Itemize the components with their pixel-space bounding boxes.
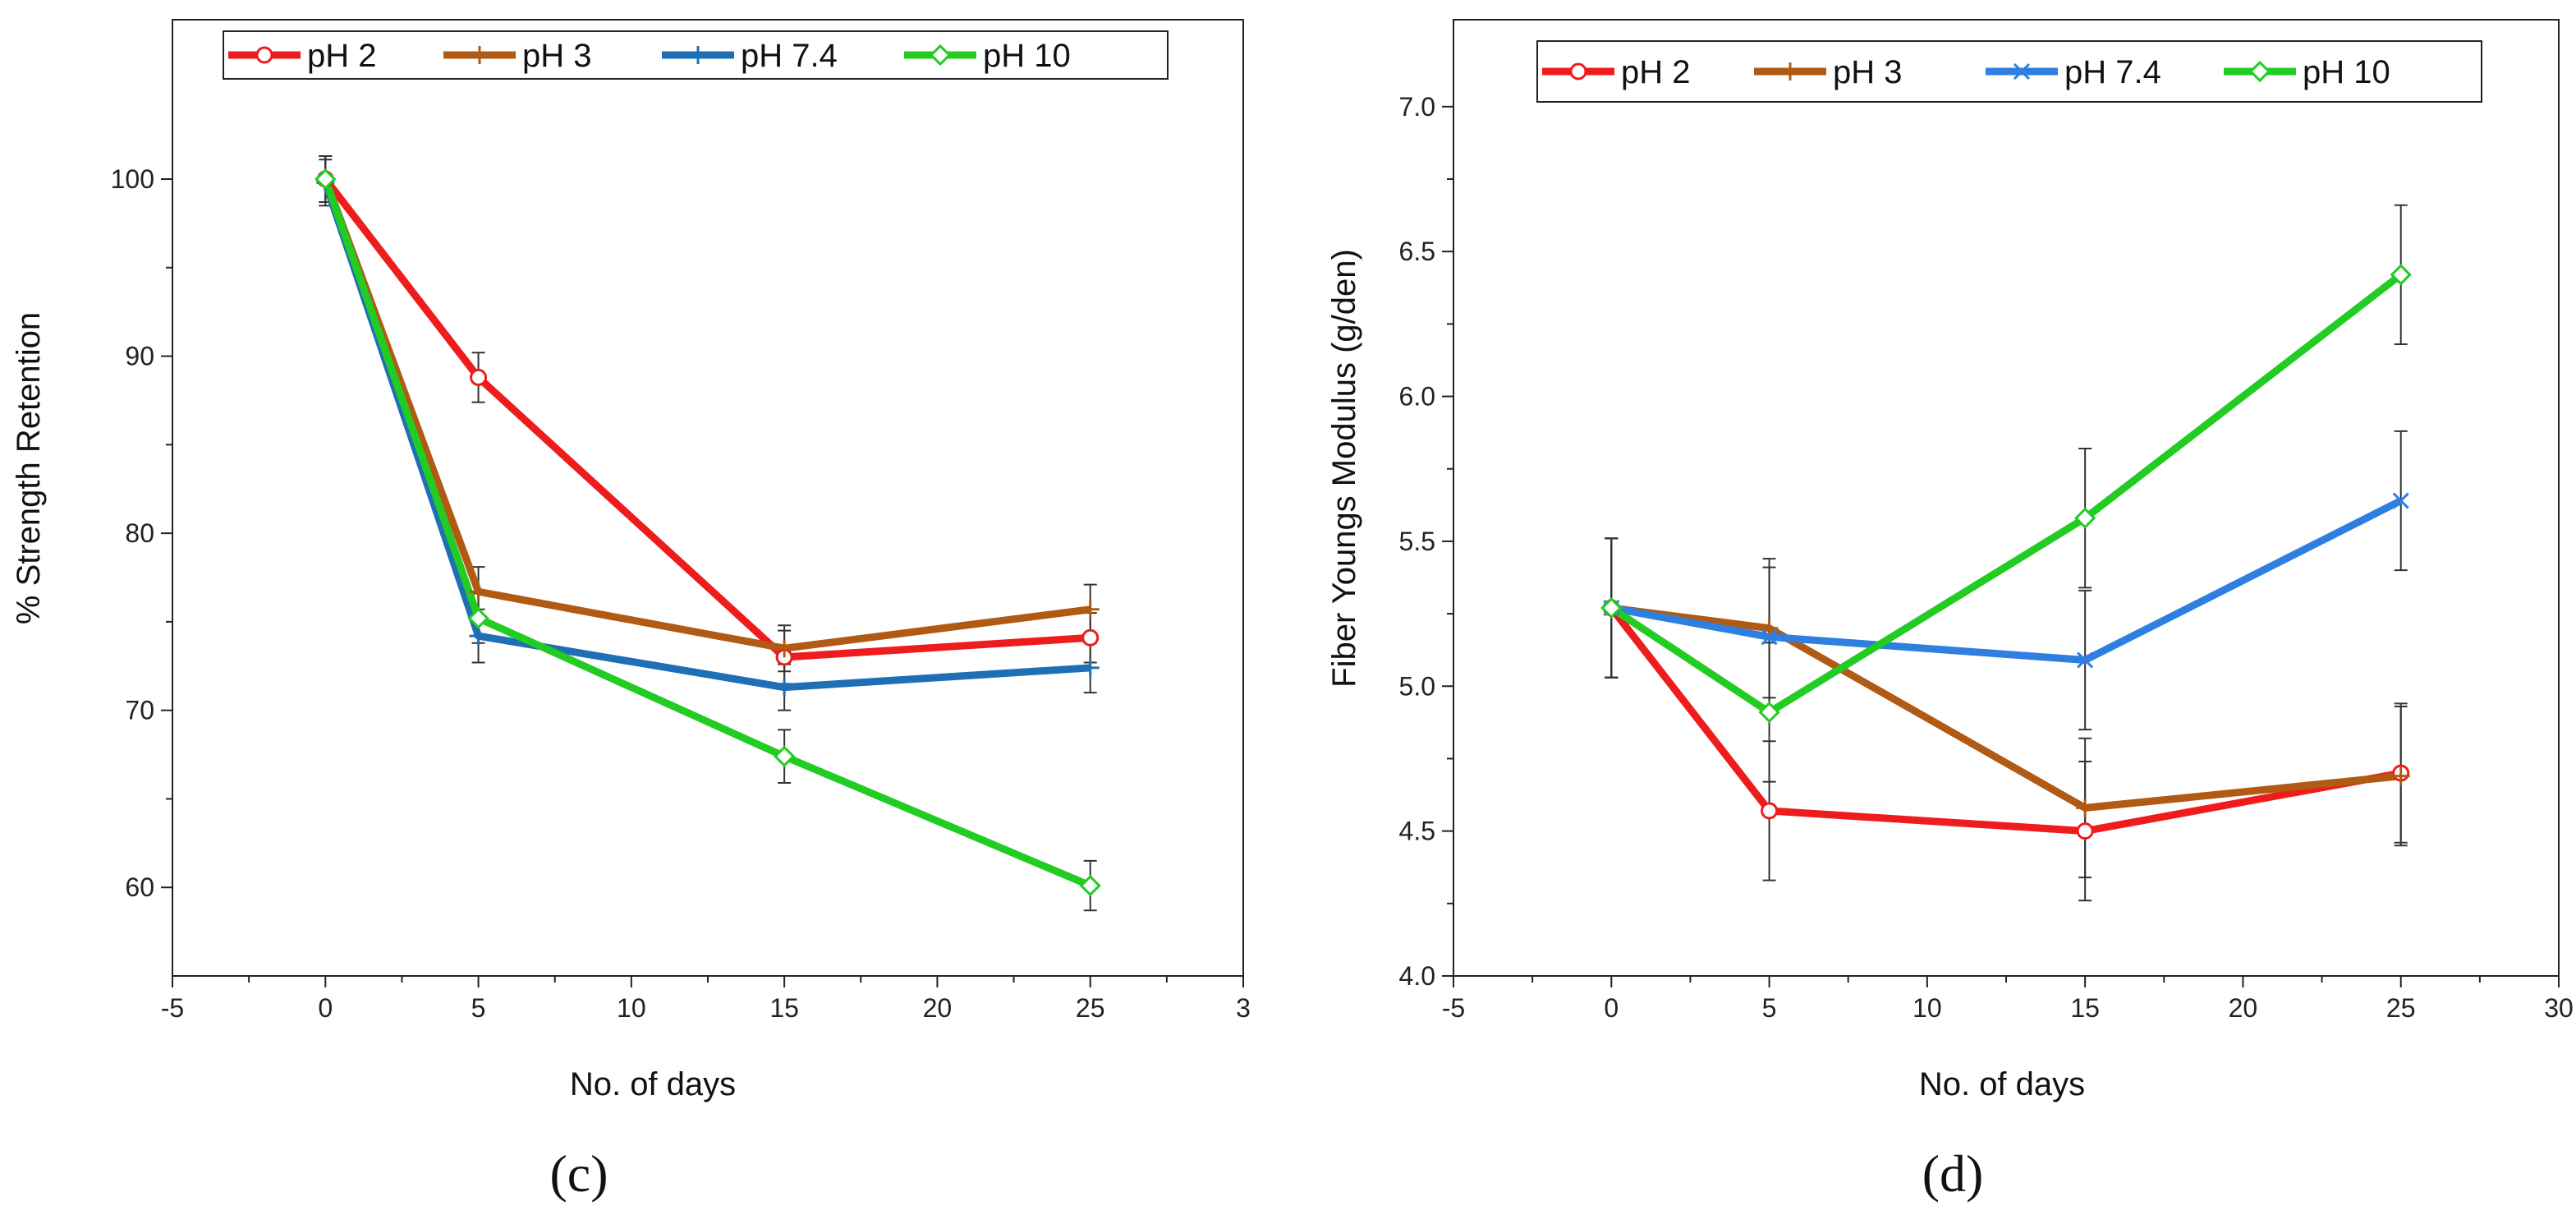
- y-tick-label: 7.0: [1399, 92, 1435, 122]
- data-point: [315, 168, 337, 191]
- series-lines: [322, 177, 1092, 890]
- x-tick-label: 20: [923, 993, 953, 1023]
- panel-label-d: (d): [1922, 1144, 1984, 1203]
- y-axis: 60 70 80 90 100: [111, 164, 172, 902]
- legend-marker: [2248, 60, 2271, 83]
- data-point: [1761, 802, 1779, 820]
- x-tick-label: 30: [2544, 993, 2574, 1023]
- x-tick-label: 0: [1604, 993, 1619, 1023]
- data-point: [469, 582, 488, 601]
- legend: pH 2 pH 3 pH 7.4 pH 10: [1536, 40, 2482, 103]
- x-tick-label: 15: [2070, 993, 2100, 1023]
- legend-label: pH 10: [983, 38, 1071, 74]
- series-markers: [315, 168, 1101, 897]
- x-tick-label: -5: [161, 993, 184, 1023]
- chart-panel-d: 4.0 4.5 5.0 5.5 6.0 6.5 7.0 -5 0 5 10 15 20 25 30 pH …: [1326, 19, 2574, 1203]
- legend-marker: [929, 44, 952, 67]
- data-point: [1079, 874, 1101, 897]
- series-line-pH-3: [322, 177, 1091, 652]
- y-axis: 4.0 4.5 5.0 5.5 6.0 6.5 7.0: [1399, 92, 1453, 991]
- data-point: [2076, 798, 2095, 817]
- series-line-pH-3: [1610, 604, 2402, 812]
- y-tick-label: 90: [125, 342, 154, 371]
- legend-marker: [471, 46, 489, 64]
- x-tick-label: 25: [1076, 993, 1105, 1023]
- x-tick-label: 20: [2229, 993, 2258, 1023]
- data-point: [775, 678, 794, 697]
- series-line-pH-10: [322, 177, 1092, 890]
- chart-panel-c: 60 70 80 90 100 -5 0 5 10 15 20 25 3 pH 2 pH 3 pH 7.4…: [11, 19, 1251, 1203]
- y-tick-label: 5.0: [1399, 671, 1435, 701]
- data-point: [774, 745, 796, 767]
- data-point: [467, 607, 489, 629]
- legend-label: pH 7.4: [2064, 54, 2161, 90]
- data-point: [1600, 596, 1623, 619]
- data-point: [775, 639, 794, 658]
- legend-label: pH 2: [1621, 54, 1691, 90]
- legend-label: pH 7.4: [741, 38, 838, 74]
- legend: pH 2 pH 3 pH 7.4 pH 10: [223, 30, 1169, 80]
- y-axis-title: Fiber Youngs Modulus (g/den): [1326, 249, 1362, 688]
- legend-marker: [1569, 62, 1587, 81]
- series-line-pH-7-4: [1610, 497, 2403, 665]
- data-point: [469, 627, 488, 646]
- data-point: [1081, 600, 1100, 619]
- series-line-pH-7-4: [322, 181, 1091, 692]
- data-point: [1081, 628, 1100, 647]
- data-point: [1081, 658, 1100, 677]
- y-tick-label: 5.5: [1399, 527, 1435, 556]
- legend-label: pH 3: [522, 38, 592, 74]
- data-point: [2076, 822, 2094, 840]
- legend-label: pH 2: [307, 38, 377, 74]
- x-tick-label: 25: [2386, 993, 2416, 1023]
- y-tick-label: 70: [125, 696, 154, 725]
- data-point: [2390, 264, 2412, 286]
- y-axis-title: % Strength Retention: [11, 312, 47, 624]
- y-tick-label: 6.5: [1399, 237, 1435, 266]
- data-point: [2077, 651, 2094, 669]
- data-point: [1761, 628, 1778, 646]
- x-tick-label: 10: [1912, 993, 1942, 1023]
- y-tick-label: 6.0: [1399, 382, 1435, 412]
- panel-label-c: (c): [549, 1144, 608, 1203]
- x-axis-title: No. of days: [570, 1066, 736, 1102]
- y-tick-label: 80: [125, 518, 154, 548]
- y-tick-label: 4.5: [1399, 817, 1435, 846]
- y-tick-label: 4.0: [1399, 961, 1435, 991]
- x-axis: -5 0 5 10 15 20 25 3: [161, 976, 1251, 1023]
- data-point: [2391, 766, 2410, 785]
- data-point: [2074, 507, 2096, 529]
- y-tick-label: 100: [111, 164, 154, 194]
- legend-label: pH 10: [2303, 54, 2390, 90]
- plot-frame: [1453, 19, 2560, 977]
- x-tick-label: 10: [617, 993, 646, 1023]
- legend-marker: [2013, 62, 2031, 81]
- x-tick-label: 0: [318, 993, 333, 1023]
- x-tick-label: 5: [471, 993, 486, 1023]
- data-point: [1758, 701, 1780, 724]
- legend-marker: [689, 46, 707, 64]
- series-markers: [1600, 264, 2412, 840]
- error-bars: [319, 154, 1097, 912]
- legend-marker: [255, 46, 273, 64]
- x-tick-label: 15: [769, 993, 799, 1023]
- series-line-pH-2: [1608, 605, 2402, 835]
- x-axis-title: No. of days: [1919, 1066, 2085, 1102]
- data-point: [1760, 619, 1779, 637]
- series-lines: [1608, 271, 2404, 835]
- x-tick-label: 3: [1236, 993, 1251, 1023]
- plot-frame: [172, 19, 1244, 977]
- data-point: [2392, 492, 2409, 509]
- x-axis: -5 0 5 10 15 20 25 30: [1442, 976, 2574, 1023]
- legend-marker: [1781, 62, 1799, 81]
- series-line-pH-2: [322, 177, 1091, 661]
- x-tick-label: -5: [1442, 993, 1465, 1023]
- x-tick-label: 5: [1762, 993, 1777, 1023]
- y-tick-label: 60: [125, 872, 154, 902]
- data-point: [470, 368, 488, 386]
- series-line-pH-10: [1609, 271, 2404, 716]
- legend-label: pH 3: [1833, 54, 1903, 90]
